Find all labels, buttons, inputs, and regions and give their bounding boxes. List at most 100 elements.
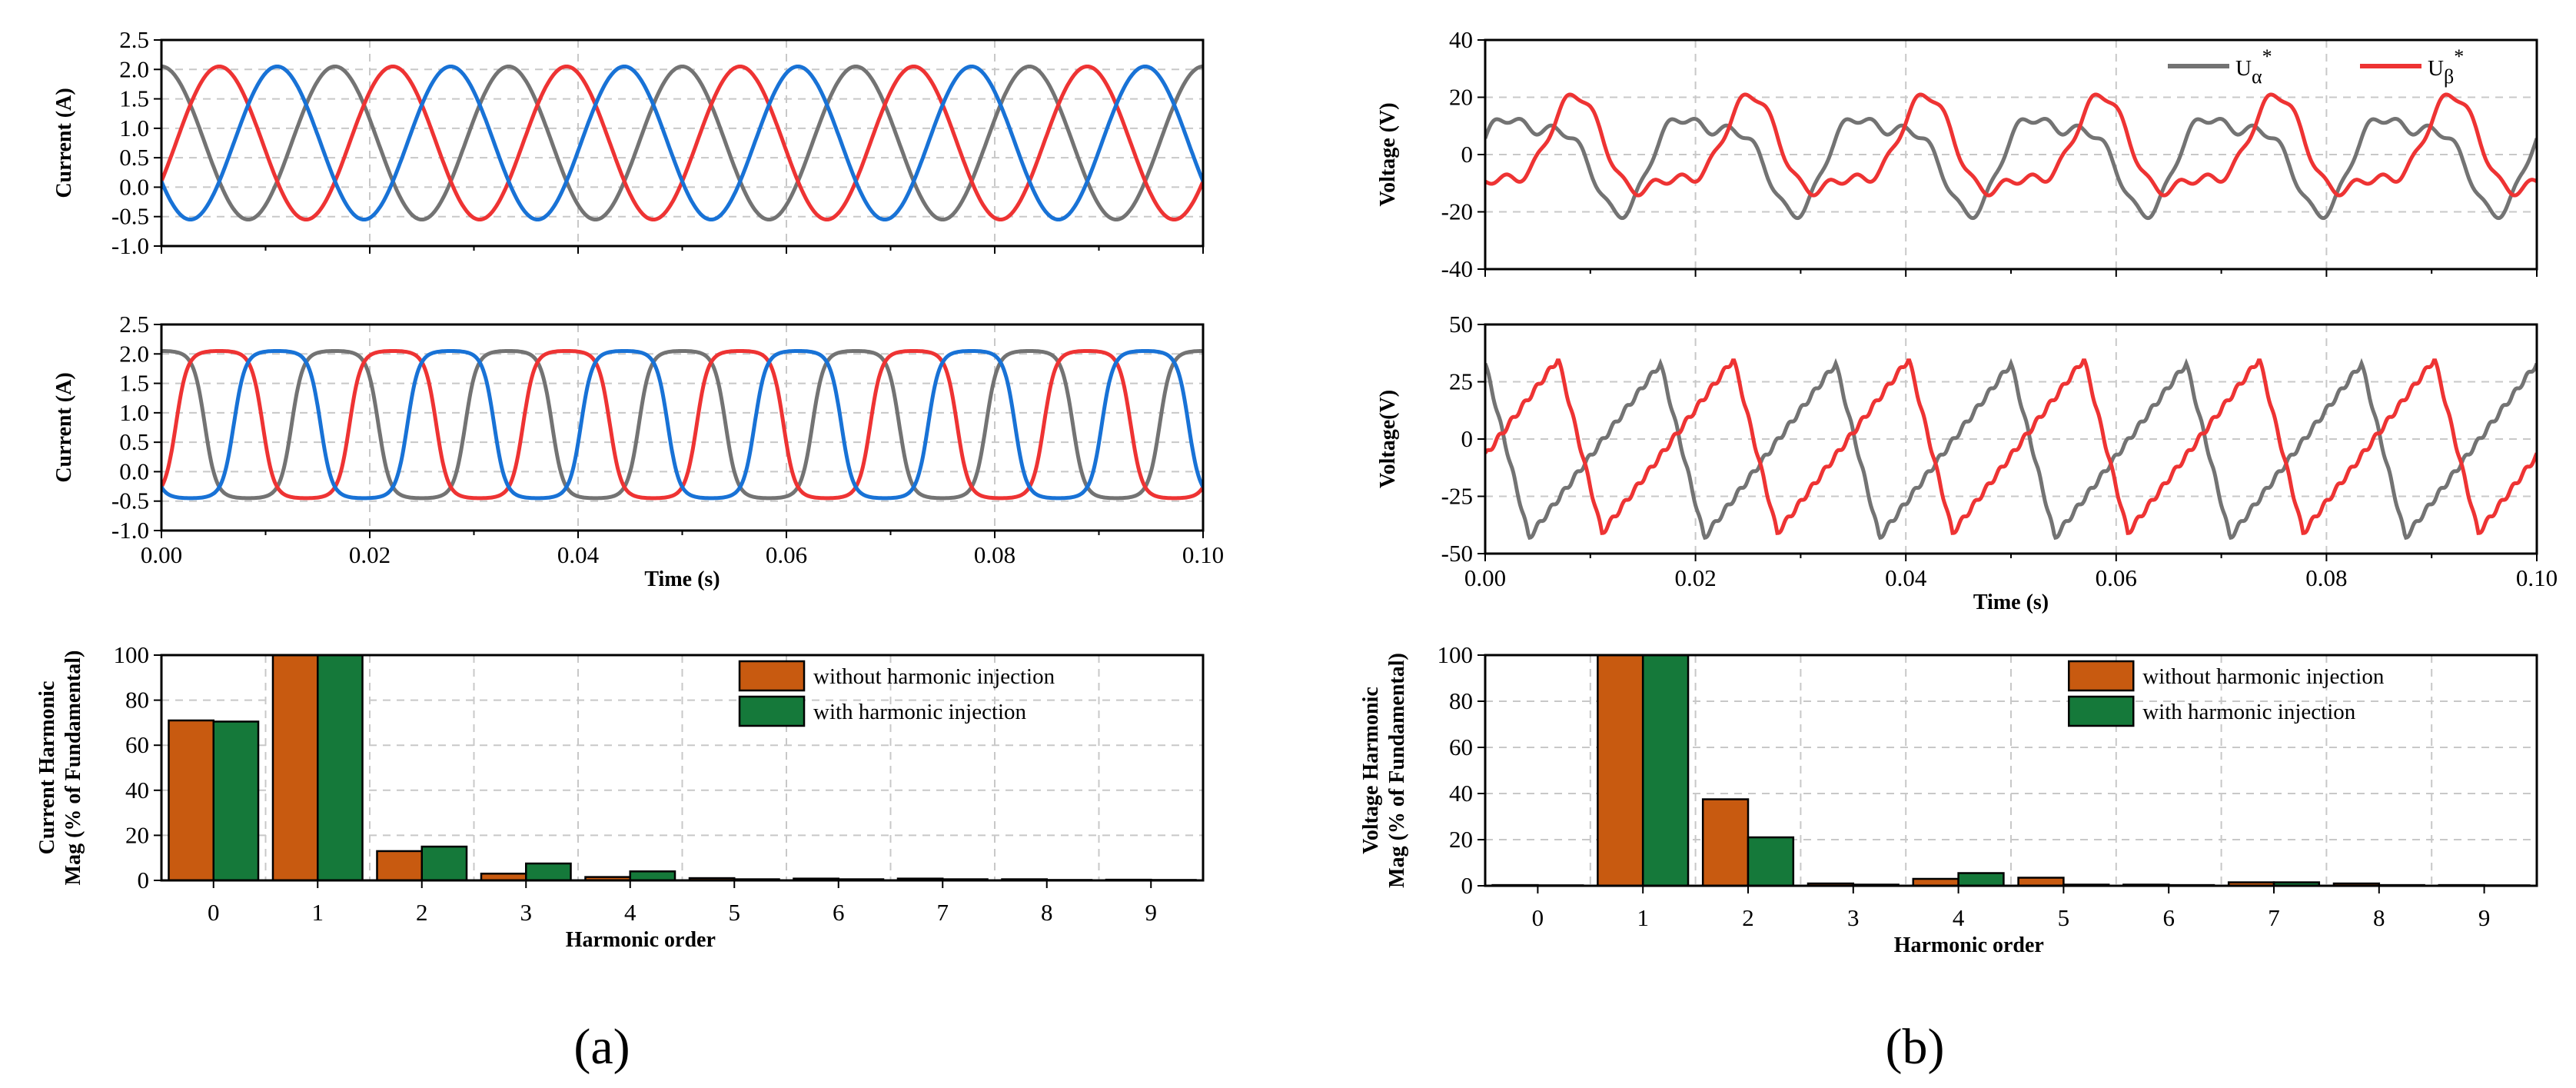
chart-a1: -1.0-0.5 0.00.5 1.0 1.5 2.02.5 Current (A) [52,26,1205,259]
x-axis-label: Harmonic order [1894,933,2044,957]
plot-frame [160,323,1205,532]
x-tick-label: 0 [208,899,220,926]
x-tick-label: 6 [2162,904,2175,931]
y-axis-label: Voltage(V) [1376,390,1400,488]
legend-label: without harmonic injection [2142,664,2385,689]
y-tick-label: 0 [1461,141,1474,168]
y-axis-label: Current (A) [52,372,76,482]
y-tick-label: 0.0 [119,457,149,484]
x-axis-label: Time (s) [644,567,720,591]
x-tick-label: 0.04 [557,541,600,568]
chart-a2: -1.0 -0.5 0.00.51.01.5 2.02.5 0.00 0.02 0.04 0.… [52,311,1224,591]
bar-with-harmonic-injection-4 [1957,872,2005,887]
x-tick-label: 0 [1532,904,1544,931]
plot-frame [1484,323,2538,555]
bar-with-harmonic-injection-0 [212,720,260,882]
series-line-phase-red [161,349,1203,501]
x-tick-label: 0.02 [1674,564,1716,591]
y-axis-label-line2: Mag (% of Fundamental) [1385,653,1409,888]
legend-entry: Uβ* [2360,45,2464,88]
y-tick-label: 2.5 [119,311,149,338]
series-line-phase-red [161,65,1203,221]
y-tick-label: 80 [1449,687,1473,714]
bar-with-harmonic-injection-2 [1747,836,1795,887]
plot-frame [160,654,1205,882]
series-line-U-alpha [1485,358,2537,541]
legend-swatch [738,695,806,727]
x-tick-label: 8 [1041,899,1053,926]
y-tick-label: 2.5 [119,26,149,53]
y-axis-label-line2: Mag (% of Fundamental) [61,650,85,886]
y-tick-label: 0 [1461,872,1474,899]
x-tick-label: 0.04 [1885,564,1927,591]
y-tick-label: 40 [1449,780,1473,807]
x-tick-label: 0.02 [349,541,391,568]
y-tick-label: 1.0 [119,399,149,426]
x-tick-label: 7 [937,899,949,926]
bar-with-harmonic-injection-4 [629,870,676,882]
y-axis-label: Current (A) [52,88,76,198]
x-axis-label: Time (s) [1973,591,2049,614]
x-tick-label: 0.00 [141,541,182,568]
plot-frame [160,38,1205,248]
y-tick-label: 40 [1449,26,1473,53]
series-line-phase-blue [161,349,1203,501]
legend-label: Uβ* [2428,45,2464,88]
y-tick-label: -1.0 [111,517,149,544]
series-line-U-alpha [1485,116,2537,221]
y-tick-label: 1.5 [119,370,149,397]
bar-with-harmonic-injection-3 [525,862,572,882]
bar-without-harmonic-injection-2 [376,850,423,882]
y-tick-label: 50 [1449,311,1473,338]
x-tick-label: 0.10 [1182,541,1224,568]
series-line-phase-blue [161,65,1203,221]
x-tick-label: 2 [416,899,428,926]
x-tick-label: 0.10 [2516,564,2558,591]
x-tick-label: 4 [624,899,637,926]
x-tick-label: 9 [2478,904,2491,931]
y-tick-label: -0.5 [111,203,149,230]
series-line-phase-gray [161,349,1203,501]
legend-label: Uα* [2235,45,2272,88]
x-tick-label: 0.08 [2305,564,2347,591]
y-tick-label: -50 [1441,540,1473,567]
legend-label: without harmonic injection [813,664,1055,689]
legend-entry: Uα* [2168,45,2272,88]
x-tick-label: 3 [1847,904,1860,931]
x-tick-label: 7 [2268,904,2280,931]
y-tick-label: 40 [125,777,149,804]
y-tick-label: 1.5 [119,85,149,112]
y-tick-label: -0.5 [111,487,149,514]
y-tick-label: 2.0 [119,55,149,82]
bar-with-harmonic-injection-2 [420,845,468,882]
x-tick-label: 0.06 [2096,564,2137,591]
y-tick-label: 2.0 [119,340,149,367]
x-tick-label: 3 [520,899,533,926]
y-tick-label: -1.0 [111,232,149,259]
y-tick-label: 0 [1461,425,1474,452]
legend-swatch [738,660,806,692]
panel-b-label: (b) [1886,1019,1945,1075]
y-tick-label: 100 [114,641,150,668]
y-tick-label: 20 [1449,826,1473,853]
y-tick-label: 0.5 [119,428,149,455]
y-axis-label: Voltage (V) [1376,102,1400,206]
bar-without-harmonic-injection-0 [168,719,214,882]
x-tick-label: 8 [2373,904,2385,931]
chart-b3: 0 20 40 60 80 100 0 1 2 3 4 5 6 7 8 9 without harmonic i… [1359,641,2538,957]
y-tick-label: 20 [125,821,149,848]
x-tick-label: 6 [833,899,845,926]
plot-frame [1484,38,2538,271]
y-axis-label-line1: Voltage Harmonic [1359,687,1383,854]
x-tick-label: 9 [1145,899,1158,926]
x-tick-label: 0.00 [1464,564,1506,591]
y-tick-label: -40 [1441,255,1473,282]
bar-with-harmonic-injection-1 [1641,654,1690,887]
x-tick-label: 5 [2058,904,2070,931]
x-tick-label: 0.06 [766,541,807,568]
y-tick-label: 0 [138,867,150,893]
y-tick-label: 60 [1449,734,1473,760]
series-line-phase-gray [161,65,1203,221]
x-tick-label: 5 [729,899,741,926]
